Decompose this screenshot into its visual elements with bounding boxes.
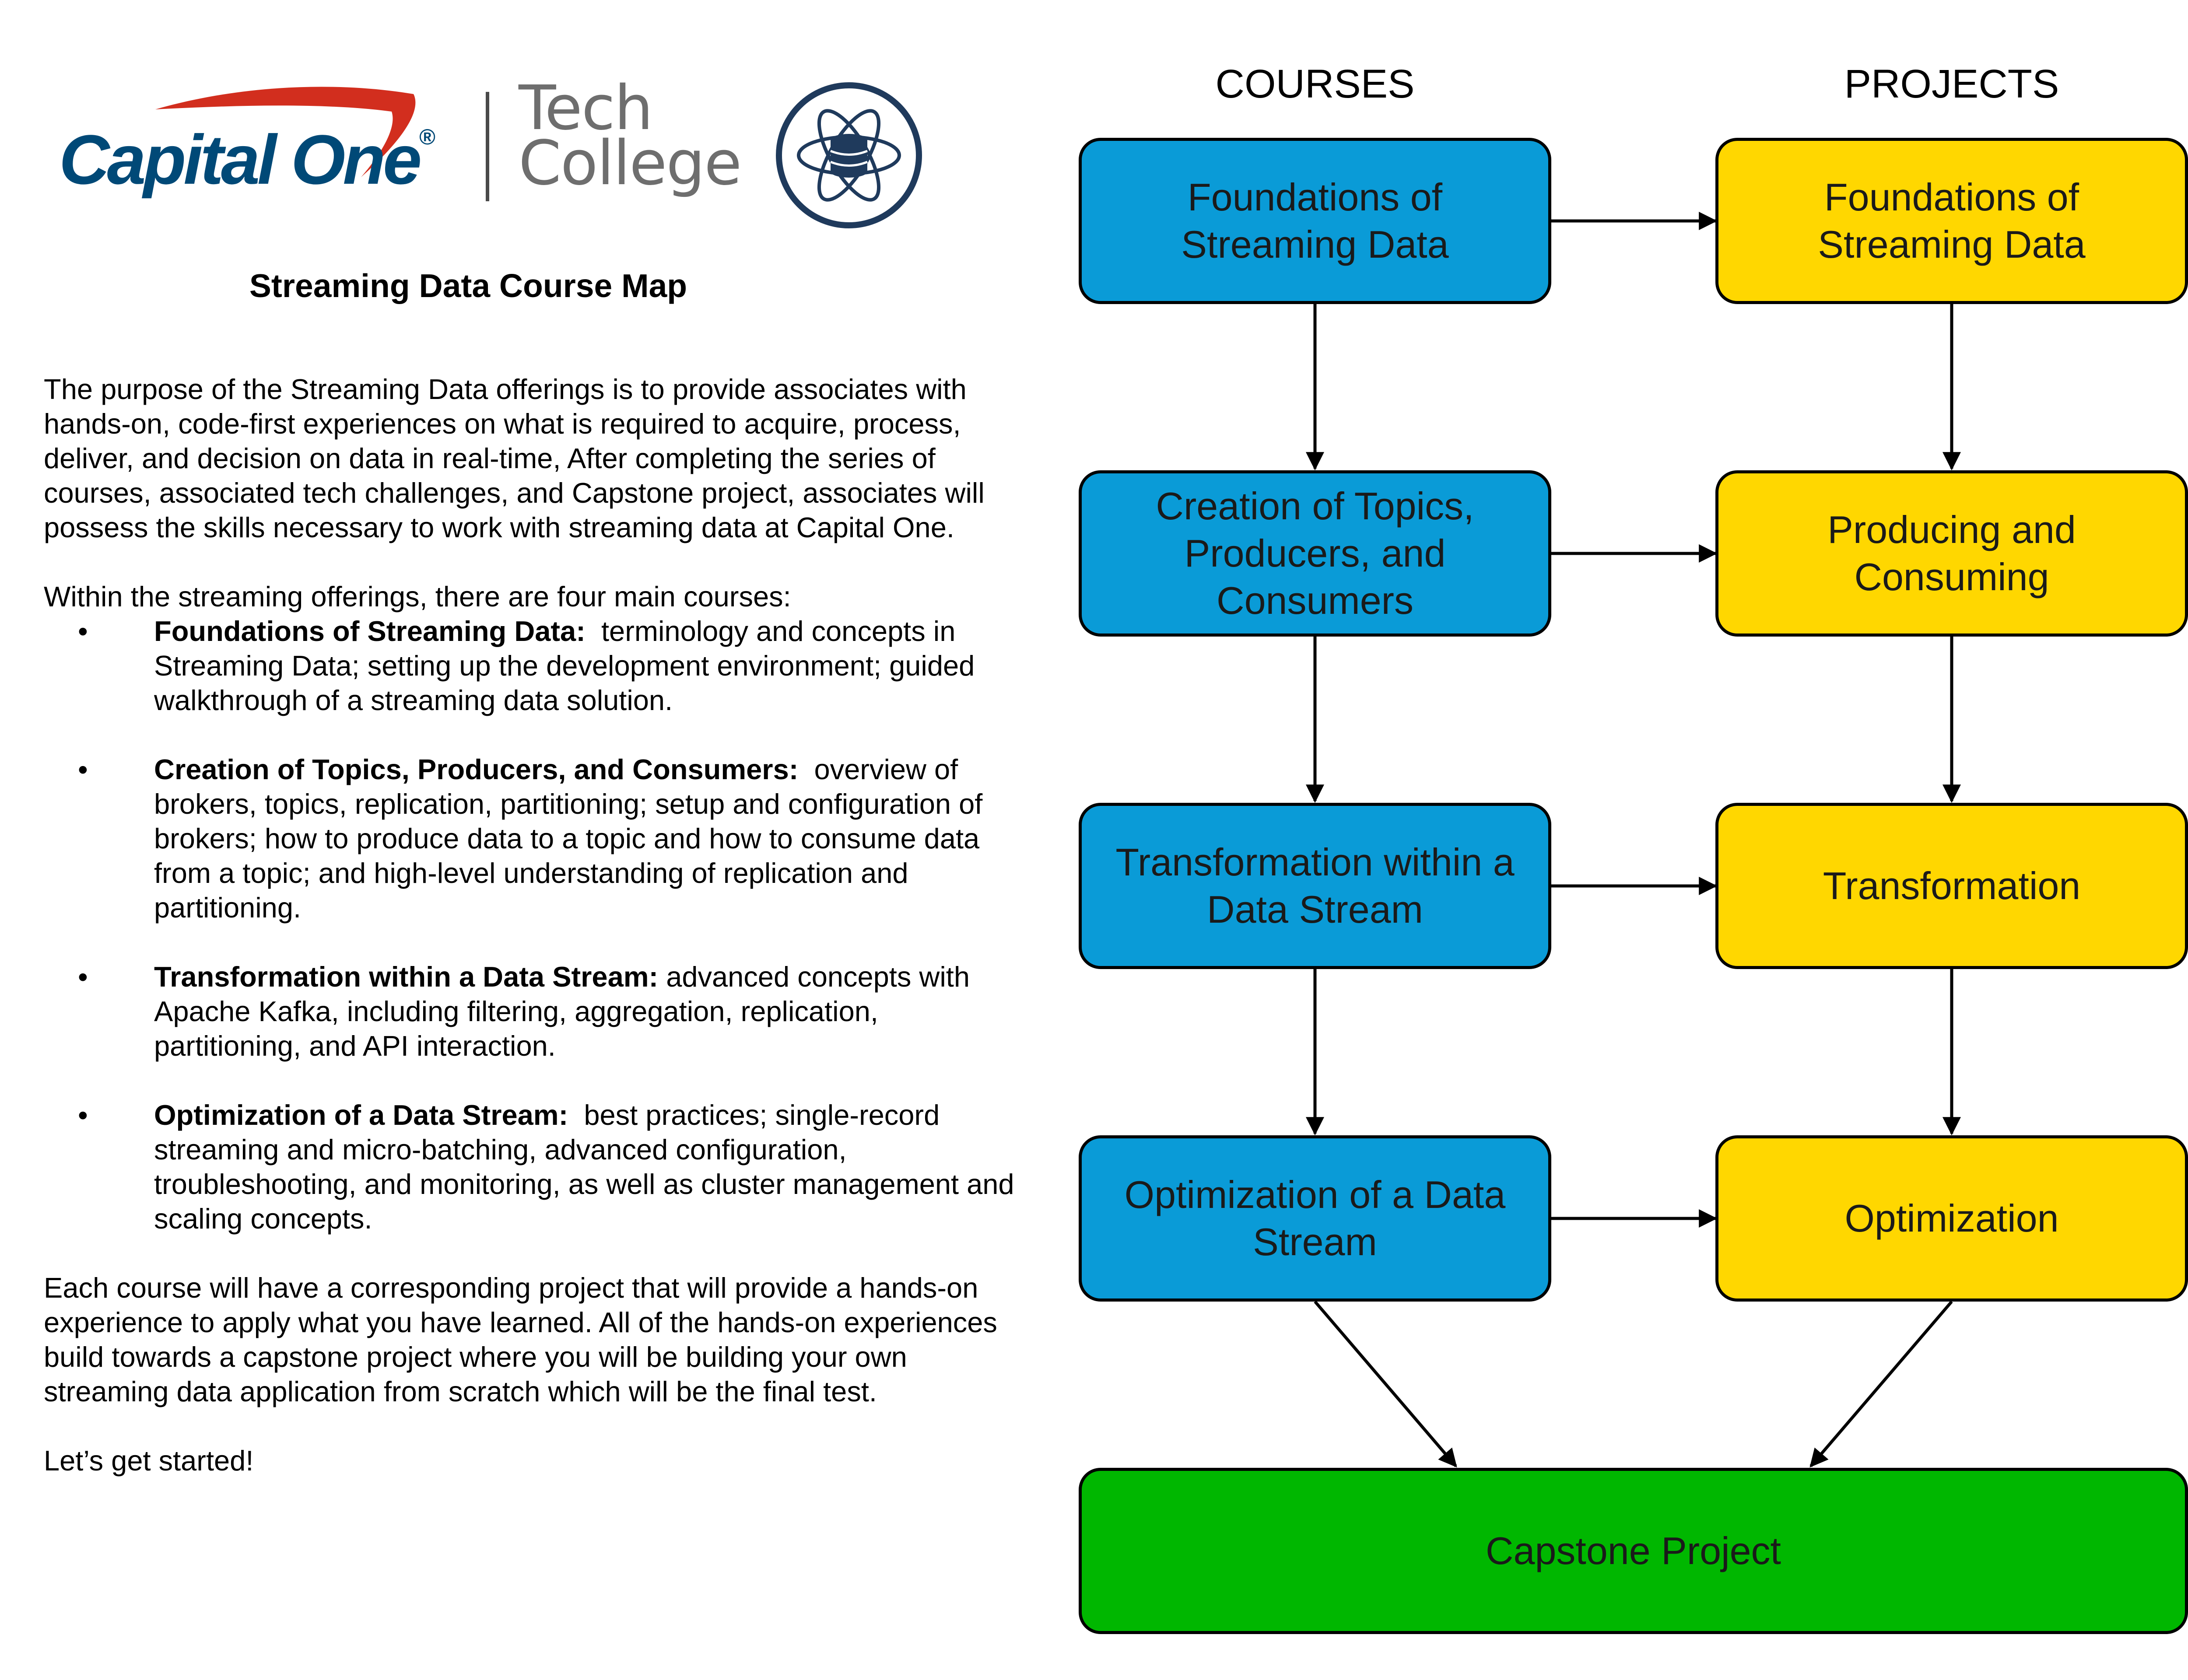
- courses-lead-sentence: Within the streaming offerings, there ar…: [44, 581, 791, 612]
- projects-column-header: PROJECTS: [1844, 62, 2059, 106]
- course-node-optimization: Optimization of a Data Stream: [1079, 1135, 1551, 1302]
- course-bullet-term: Creation of Topics, Producers, and Consu…: [154, 753, 799, 785]
- course-node-label: Optimization of a Data Stream: [1124, 1173, 1506, 1264]
- course-node-label: Transformation within a Data Stream: [1115, 840, 1515, 931]
- course-bullet-term: Transformation within a Data Stream:: [154, 961, 659, 993]
- intro-paragraph: The purpose of the Streaming Data offeri…: [44, 373, 985, 543]
- course-bullet-list: • Foundations of Streaming Data: termino…: [44, 614, 1033, 1236]
- course-bullet-term: Foundations of Streaming Data:: [154, 615, 586, 647]
- edge-c4-to-cap: [1314, 1300, 1457, 1468]
- course-node-topics-producers-consumers: Creation of Topics, Producers, and Consu…: [1079, 470, 1551, 637]
- course-node-label: Creation of Topics, Producers, and Consu…: [1156, 484, 1474, 622]
- document-title: Streaming Data Course Map: [249, 267, 687, 304]
- course-bullet: • Optimization of a Data Stream: best pr…: [44, 1098, 1033, 1236]
- course-bullet-text: advanced concepts with Apache Kafka, inc…: [154, 961, 970, 1062]
- course-bullet-text: best practices; single-record streaming …: [154, 1099, 1014, 1235]
- course-bullet-text: overview of brokers, topics, replication…: [154, 753, 983, 924]
- course-node-foundations: Foundations of Streaming Data: [1079, 138, 1551, 304]
- project-node-transformation: Transformation: [1715, 803, 2188, 969]
- course-bullet-term: Optimization of a Data Stream:: [154, 1099, 568, 1131]
- project-node-optimization: Optimization: [1715, 1135, 2188, 1302]
- bullet-dot-icon: •: [78, 961, 88, 993]
- course-node-label: Foundations of Streaming Data: [1181, 175, 1449, 266]
- course-bullet: • Creation of Topics, Producers, and Con…: [44, 752, 1033, 925]
- bullet-dot-icon: •: [78, 615, 88, 647]
- document-body: The purpose of the Streaming Data offeri…: [44, 372, 1033, 1478]
- project-node-label: Transformation: [1823, 864, 2081, 907]
- course-bullet: • Foundations of Streaming Data: termino…: [44, 614, 1033, 718]
- project-node-label: Producing and Consuming: [1827, 508, 2076, 598]
- capstone-node-label: Capstone Project: [1485, 1529, 1781, 1572]
- tech-college-line-1: Tech: [519, 73, 653, 144]
- project-node-foundations: Foundations of Streaming Data: [1715, 138, 2188, 304]
- project-node-label: Optimization: [1844, 1197, 2059, 1240]
- project-node-producing-consuming: Producing and Consuming: [1715, 470, 2188, 637]
- courses-column-header: COURSES: [1215, 62, 1415, 106]
- tech-college-logo: Tech College: [519, 73, 742, 225]
- svg-text:Capital One®: Capital One®: [59, 120, 435, 199]
- capital-one-logo: Capital One®: [59, 87, 438, 199]
- bullet-dot-icon: •: [78, 1099, 88, 1131]
- logo-header: Capital One® Tech College: [0, 0, 1050, 271]
- bullet-dot-icon: •: [78, 753, 88, 785]
- tech-college-line-2: College: [519, 128, 742, 199]
- logo-divider: [486, 92, 489, 201]
- course-bullet-text: terminology and concepts in Streaming Da…: [154, 615, 975, 716]
- course-bullet: • Transformation within a Data Stream: a…: [44, 959, 1033, 1063]
- outro-paragraph: Each course will have a corresponding pr…: [44, 1272, 997, 1407]
- project-node-label: Foundations of Streaming Data: [1818, 175, 2086, 266]
- edge-p4-to-cap: [1809, 1300, 1953, 1468]
- capstone-node: Capstone Project: [1079, 1468, 2188, 1634]
- capital-one-swoosh-icon: [155, 87, 416, 177]
- closing-line: Let’s get started!: [44, 1445, 254, 1477]
- database-atom-icon: [776, 82, 922, 228]
- course-node-transformation: Transformation within a Data Stream: [1079, 803, 1551, 969]
- capital-one-wordmark: Capital One: [59, 120, 420, 199]
